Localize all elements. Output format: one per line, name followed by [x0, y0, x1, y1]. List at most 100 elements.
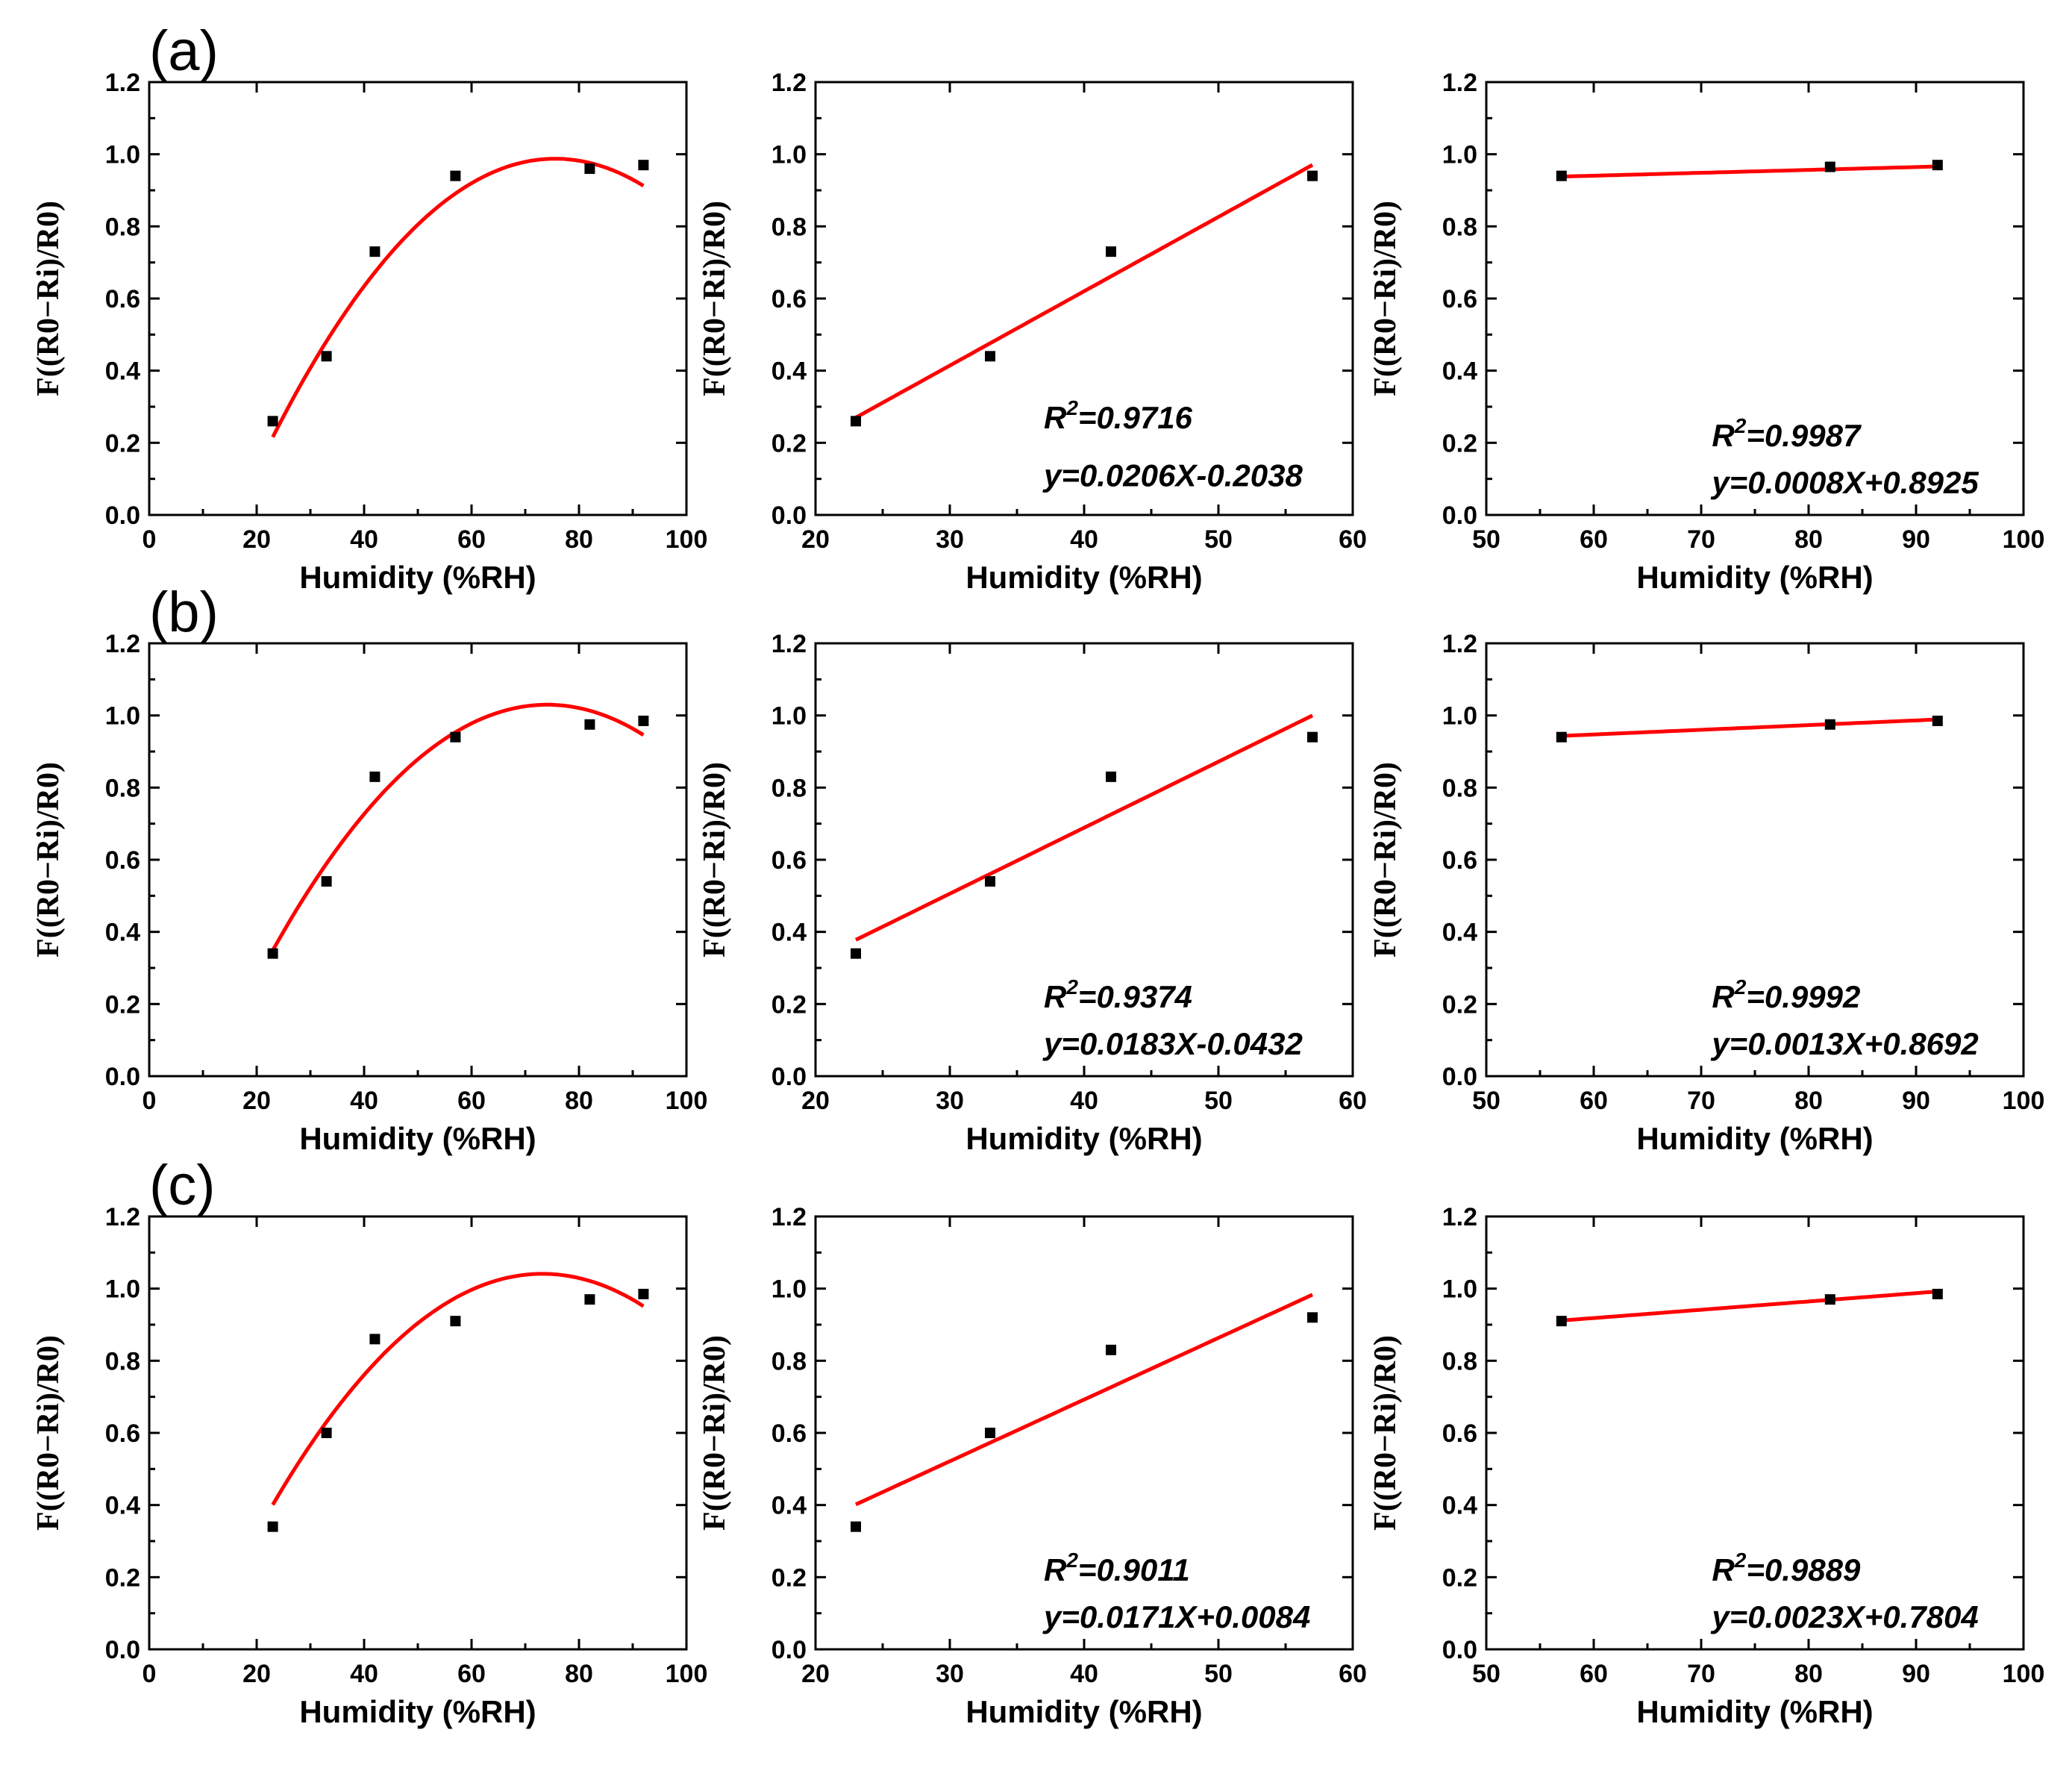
- x-tick-label: 20: [801, 525, 830, 554]
- y-tick-label: 0.8: [771, 1347, 807, 1375]
- x-tick-label: 50: [1472, 525, 1500, 554]
- y-tick-label: 0.8: [771, 213, 807, 241]
- y-tick-label: 0.8: [105, 774, 140, 802]
- data-point: [267, 948, 278, 959]
- x-tick-label: 50: [1204, 1087, 1233, 1115]
- y-tick-label: 1.0: [1442, 702, 1477, 731]
- y-tick-label: 0.4: [1442, 1492, 1477, 1520]
- fit-equation-label: y=0.0206X-0.2038: [1042, 457, 1303, 493]
- y-tick-label: 1.2: [105, 69, 140, 97]
- data-point: [369, 771, 381, 782]
- y-tick-label: 0.4: [771, 1492, 807, 1520]
- data-point: [1556, 1316, 1567, 1327]
- x-tick-label: 50: [1204, 525, 1233, 554]
- x-axis-title: Humidity (%RH): [1636, 560, 1873, 595]
- y-axis-title: F((R0−Ri)/R0): [698, 762, 732, 958]
- data-point: [851, 948, 861, 959]
- y-tick-label: 0.4: [105, 357, 140, 386]
- y-tick-label: 0.0: [771, 1063, 807, 1091]
- plot-c3: 50 60 70 80 90 100 0.0 0.2 0.4 0.6 0.8 1.0 1.2 Humidi…: [1368, 1203, 2044, 1729]
- x-tick-label: 80: [565, 1660, 593, 1688]
- x-axis-title: Humidity (%RH): [299, 1694, 536, 1729]
- data-point: [584, 719, 595, 730]
- y-tick-label: 0.2: [105, 1563, 140, 1592]
- data-point: [851, 1521, 861, 1532]
- x-tick-label: 100: [666, 1087, 708, 1115]
- y-tick-label: 0.4: [105, 1492, 140, 1520]
- x-tick-label: 80: [565, 525, 593, 554]
- data-point: [851, 416, 861, 427]
- fit-line: [1561, 164, 1938, 179]
- r2-exponent: 2: [1065, 396, 1078, 419]
- x-tick-label: 30: [936, 525, 964, 554]
- plot-c2: 20 30 40 50 60 0.0 0.2 0.4 0.6 0.8 1.0 1.2 Humidity …: [698, 1203, 1367, 1729]
- y-tick-label: 0.6: [1442, 285, 1477, 313]
- data-point: [450, 731, 461, 743]
- x-tick-label: 90: [1902, 525, 1930, 554]
- data-point: [321, 1428, 332, 1438]
- data-point: [584, 1294, 595, 1305]
- plot-frame: [148, 1215, 688, 1651]
- y-tick-label: 0.6: [1442, 846, 1477, 875]
- y-tick-label: 0.6: [105, 1419, 140, 1448]
- plot-a1: 0 20 40 60 80 100 0.0 0.2 0.4 0.6 0.8 1.0 1.2 Humidit…: [31, 19, 707, 595]
- x-tick-label: 60: [1580, 525, 1608, 554]
- data-point: [1932, 715, 1943, 726]
- x-tick-label: 40: [350, 1087, 378, 1115]
- data-point: [267, 1521, 278, 1532]
- y-tick-label: 0.2: [771, 1563, 807, 1592]
- y-tick-label: 0.8: [771, 774, 807, 802]
- x-tick-label: 80: [565, 1087, 593, 1115]
- x-tick-label: 60: [1339, 1660, 1367, 1688]
- y-tick-label: 1.0: [105, 702, 140, 731]
- y-tick-label: 0.4: [771, 919, 807, 947]
- y-tick-label: 0.2: [1442, 990, 1477, 1019]
- panel-label: (c): [149, 1154, 216, 1217]
- y-tick-label: 1.0: [771, 141, 807, 169]
- x-tick-label: 20: [242, 1660, 271, 1688]
- y-tick-label: 1.0: [771, 1275, 807, 1304]
- x-tick-label: 80: [1794, 525, 1823, 554]
- y-tick-label: 0.8: [105, 1347, 140, 1375]
- x-tick-label: 60: [457, 1660, 486, 1688]
- fit-equation-label: y=0.0171X+0.0084: [1042, 1599, 1310, 1634]
- r2-symbol: R: [1044, 400, 1067, 435]
- data-point: [450, 170, 461, 181]
- y-tick-label: 0.0: [771, 1636, 807, 1664]
- x-axis-title: Humidity (%RH): [1636, 1121, 1873, 1156]
- x-axis-title: Humidity (%RH): [965, 1121, 1202, 1156]
- y-tick-label: 0.6: [105, 846, 140, 875]
- data-point: [321, 351, 332, 362]
- data-point: [1307, 1312, 1318, 1323]
- r2-exponent: 2: [1734, 1549, 1747, 1572]
- r2-value: =0.9992: [1746, 979, 1860, 1014]
- y-axis-title: F((R0−Ri)/R0): [31, 762, 66, 958]
- x-tick-label: 60: [1339, 1087, 1367, 1115]
- fit-equation-label: y=0.0183X-0.0432: [1042, 1026, 1303, 1061]
- data-point: [985, 351, 995, 362]
- x-axis-title: Humidity (%RH): [1636, 1694, 1873, 1729]
- x-tick-label: 20: [242, 525, 271, 554]
- plot-b2: 20 30 40 50 60 0.0 0.2 0.4 0.6 0.8 1.0 1.2 Humidity …: [698, 630, 1367, 1156]
- panel-label: (a): [149, 19, 219, 83]
- r2-exponent: 2: [1065, 1549, 1078, 1572]
- r-squared-label: R2=0.9889: [1712, 1549, 1861, 1587]
- x-tick-label: 100: [666, 525, 708, 554]
- x-tick-label: 50: [1472, 1087, 1500, 1115]
- plot-b3: 50 60 70 80 90 100 0.0 0.2 0.4 0.6 0.8 1.0 1.2 Humidi…: [1368, 630, 2044, 1156]
- y-tick-label: 0.2: [105, 429, 140, 457]
- y-tick-label: 1.2: [105, 1203, 140, 1231]
- y-tick-label: 0.8: [1442, 774, 1477, 802]
- x-tick-label: 40: [1070, 525, 1098, 554]
- y-tick-label: 0.8: [105, 213, 140, 241]
- x-tick-label: 40: [350, 525, 378, 554]
- x-tick-label: 70: [1687, 1660, 1715, 1688]
- x-tick-label: 40: [1070, 1660, 1098, 1688]
- y-tick-label: 0.0: [771, 502, 807, 530]
- data-point: [369, 1334, 381, 1345]
- y-axis-title: F((R0−Ri)/R0): [31, 201, 66, 396]
- r-squared-label: R2=0.9992: [1712, 975, 1860, 1014]
- y-tick-label: 0.4: [1442, 919, 1477, 947]
- r2-symbol: R: [1044, 1552, 1067, 1587]
- y-tick-label: 0.6: [1442, 1419, 1477, 1448]
